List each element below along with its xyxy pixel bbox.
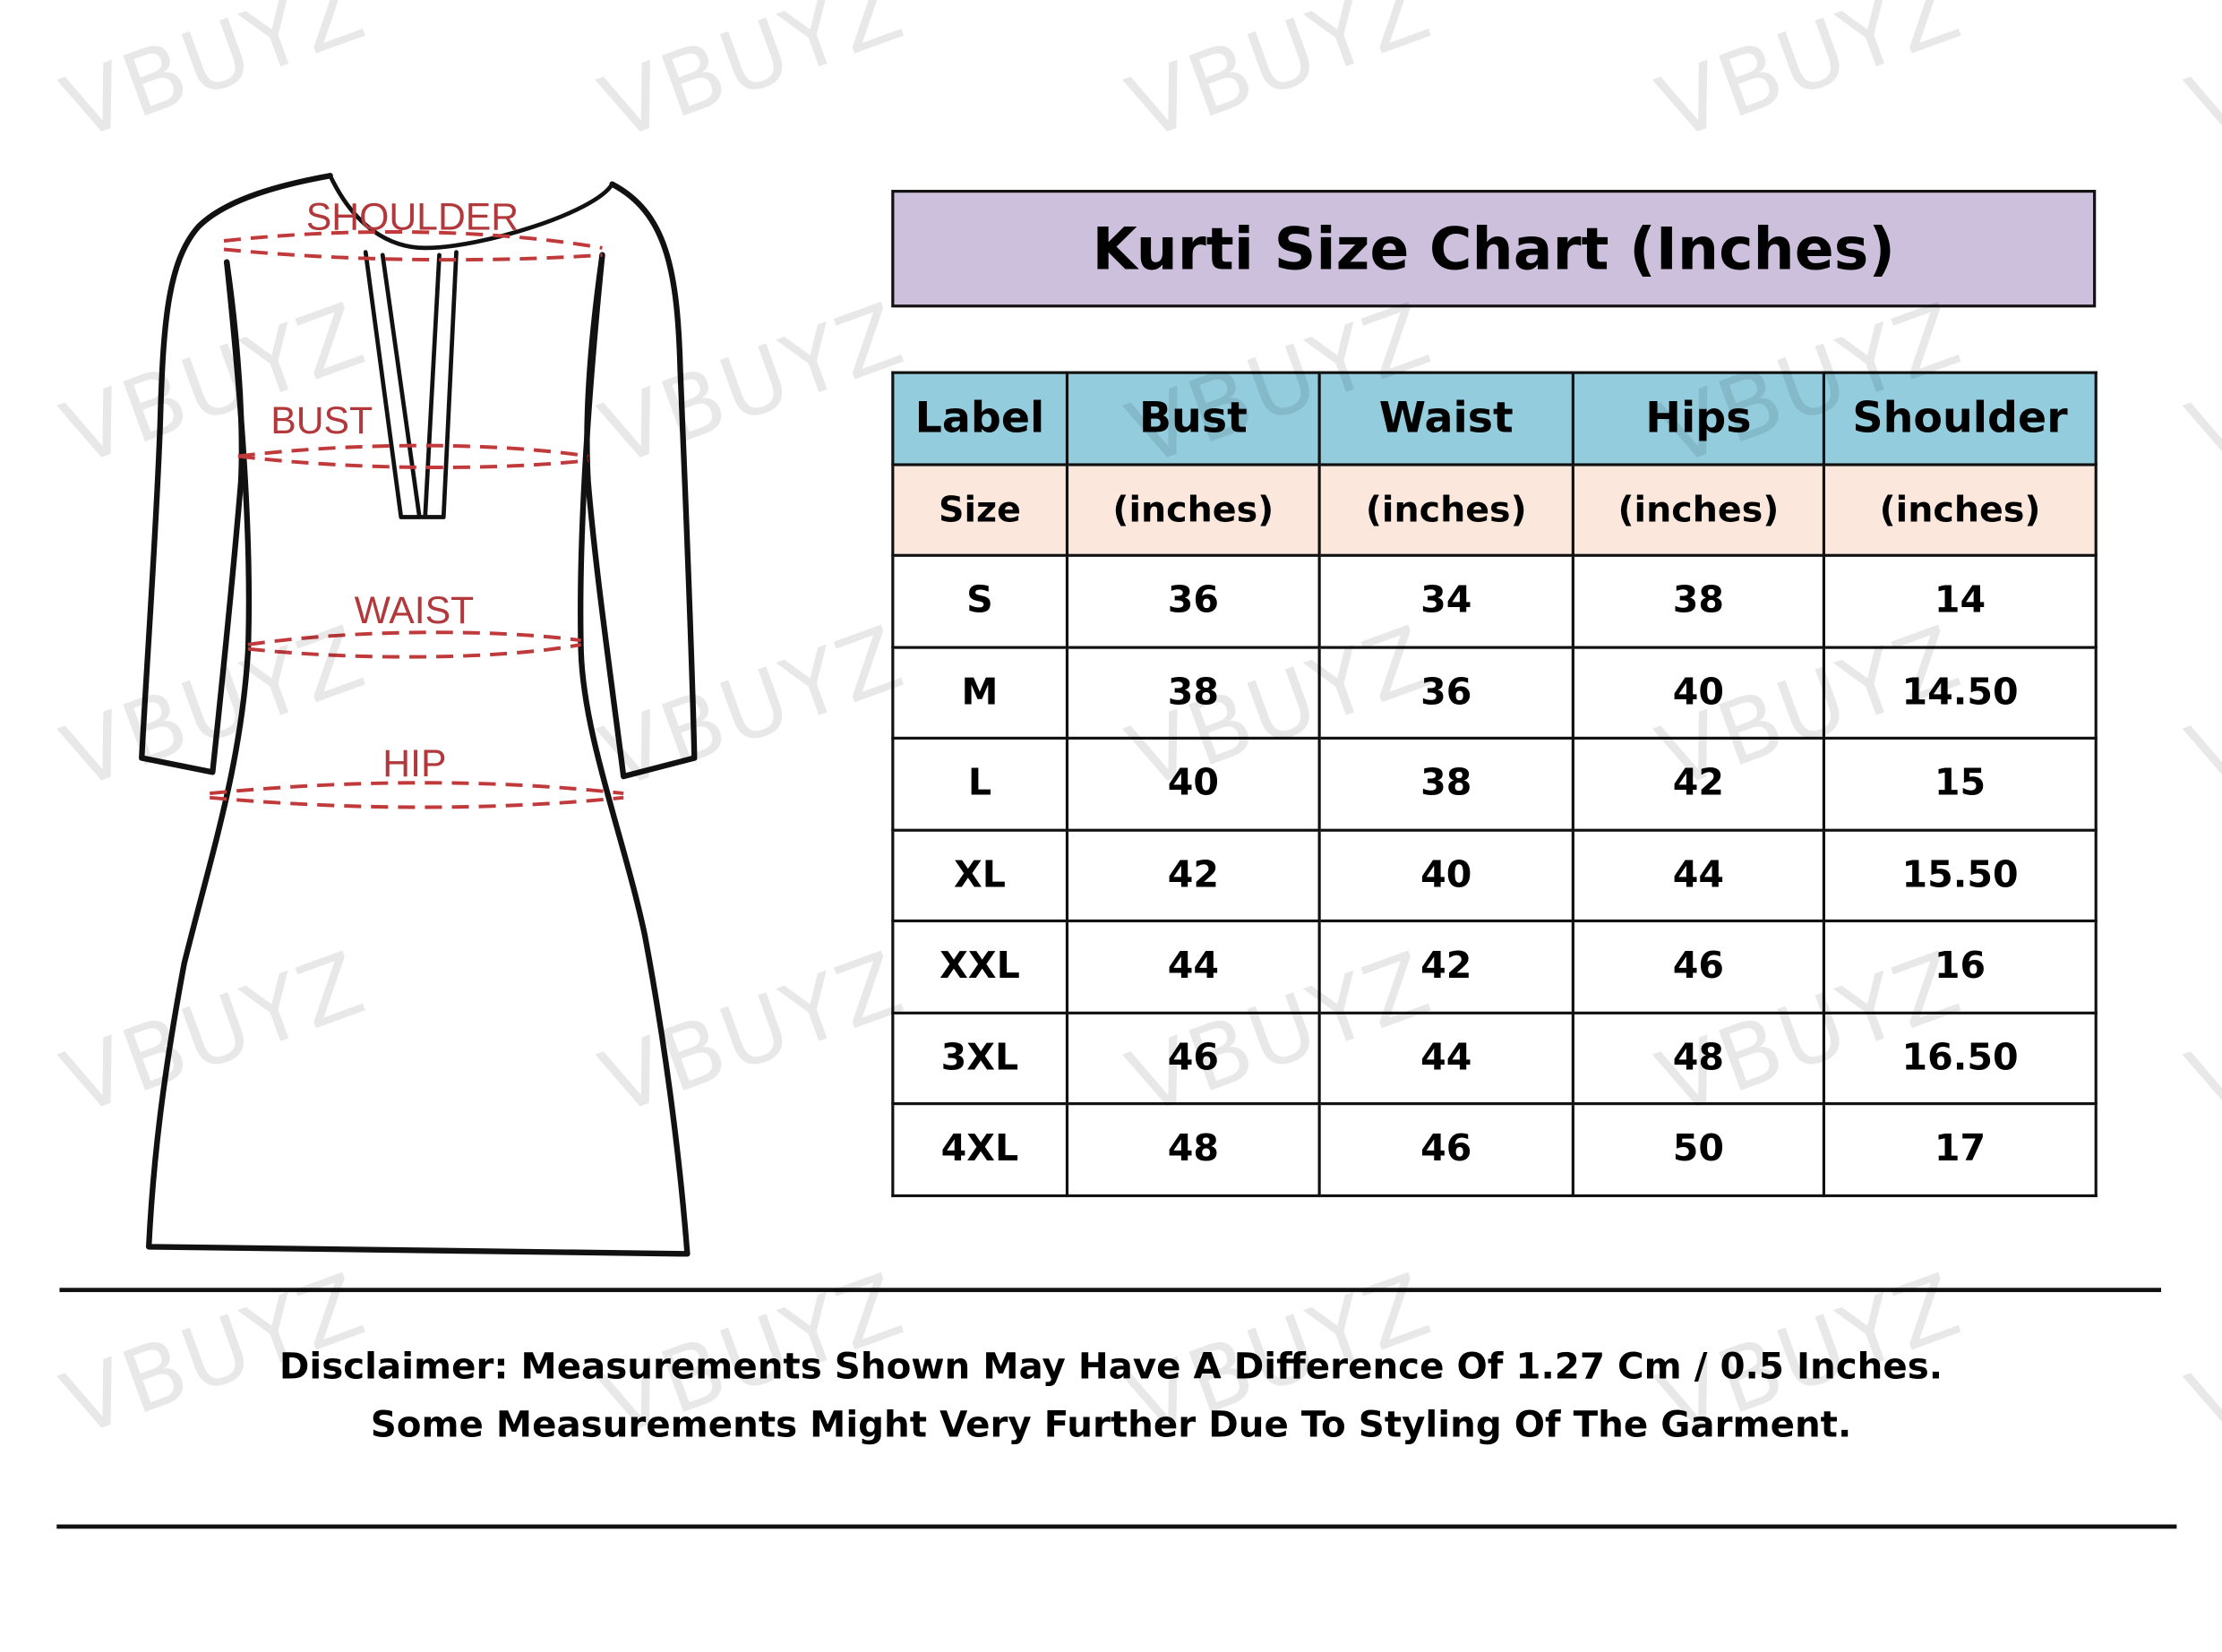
watermark: VBUYZ: [1115, 0, 1445, 160]
cell-waist: 34: [1317, 553, 1574, 648]
cell-hips: 50: [1571, 1102, 1826, 1197]
cell-bust: 44: [1065, 919, 1322, 1014]
bust-label: BUST: [270, 399, 373, 442]
cell-bust: 40: [1065, 736, 1322, 832]
cell-waist: 40: [1317, 827, 1574, 923]
subheader-unit: (inches): [1317, 462, 1574, 557]
waist-label: WAIST: [355, 589, 475, 632]
table-row: XL 42 40 44 15.50: [891, 827, 2098, 923]
cell-hips: 44: [1571, 827, 1826, 923]
header-hips: Hips: [1571, 371, 1826, 466]
disclaimer-line-2: Some Measurements Might Very Further Due…: [370, 1404, 1852, 1447]
watermark: VBUYZ: [1645, 0, 1975, 160]
cell-size: M: [891, 645, 1068, 740]
subheader-unit: (inches): [1065, 462, 1322, 557]
disclaimer-line-1: Disclaimer: Measurements Shown May Have …: [279, 1346, 1943, 1389]
header-waist: Waist: [1317, 371, 1574, 466]
cell-waist: 42: [1317, 919, 1574, 1014]
shoulder-label: SHOULDER: [306, 195, 519, 238]
cell-waist: 36: [1317, 645, 1574, 740]
cell-hips: 40: [1571, 645, 1826, 740]
hip-label: HIP: [382, 742, 446, 785]
hip-measure-line: [209, 781, 624, 809]
cell-waist: 38: [1317, 736, 1574, 832]
table-row: XXL 44 42 46 16: [891, 919, 2098, 1014]
cell-shoulder: 15.50: [1823, 827, 2098, 923]
subheader-size: Size: [891, 462, 1068, 557]
cell-hips: 42: [1571, 736, 1826, 832]
kurti-diagram: SHOULDER BUST WAIST HIP: [139, 173, 698, 1257]
cell-bust: 38: [1065, 645, 1322, 740]
watermark: VBUYZ: [2175, 0, 2222, 160]
cell-shoulder: 16: [1823, 919, 2098, 1014]
cell-bust: 42: [1065, 827, 1322, 923]
table-row: L 40 38 42 15: [891, 736, 2098, 832]
cell-bust: 46: [1065, 1010, 1322, 1106]
subheader-row: Size (inches) (inches) (inches) (inches): [891, 462, 2098, 557]
table-row: M 38 36 40 14.50: [891, 645, 2098, 740]
cell-size: XL: [891, 827, 1068, 923]
watermark: VBUYZ: [2175, 930, 2222, 1135]
divider-bottom: [56, 1524, 2177, 1529]
subheader-unit: (inches): [1571, 462, 1826, 557]
divider-top: [59, 1288, 2162, 1293]
cell-shoulder: 14.50: [1823, 645, 2098, 740]
cell-size: L: [891, 736, 1068, 832]
cell-waist: 46: [1317, 1102, 1574, 1197]
subheader-unit: (inches): [1823, 462, 2098, 557]
shoulder-measure-line: [223, 230, 603, 262]
cell-hips: 48: [1571, 1010, 1826, 1106]
table-row: 3XL 46 44 48 16.50: [891, 1010, 2098, 1106]
waist-measure-line: [247, 630, 582, 659]
cell-size: S: [891, 553, 1068, 648]
cell-hips: 46: [1571, 919, 1826, 1014]
header-shoulder: Shoulder: [1823, 371, 2098, 466]
kurti-outline: [139, 173, 333, 775]
chart-title: Kurti Size Chart (Inches): [891, 190, 2097, 308]
cell-size: 4XL: [891, 1102, 1068, 1197]
table-row: 4XL 48 46 50 17: [891, 1102, 2098, 1197]
cell-hips: 38: [1571, 553, 1826, 648]
kurti-placket: [363, 250, 459, 519]
cell-shoulder: 17: [1823, 1102, 2098, 1197]
cell-bust: 48: [1065, 1102, 1322, 1197]
header-bust: Bust: [1065, 371, 1322, 466]
cell-size: 3XL: [891, 1010, 1068, 1106]
cell-shoulder: 15: [1823, 736, 2098, 832]
watermark: VBUYZ: [2175, 281, 2222, 486]
watermark: VBUYZ: [2175, 604, 2222, 809]
size-table: Label Bust Waist Hips Shoulder Size (inc…: [891, 371, 2098, 1197]
kurti-neckline: [328, 173, 614, 251]
bust-measure-line: [237, 443, 588, 470]
cell-bust: 36: [1065, 553, 1322, 648]
cell-shoulder: 14: [1823, 553, 2098, 648]
header-row: Label Bust Waist Hips Shoulder: [891, 371, 2098, 466]
header-label: Label: [891, 371, 1068, 466]
table-row: S 36 34 38 14: [891, 553, 2098, 648]
cell-shoulder: 16.50: [1823, 1010, 2098, 1106]
cell-waist: 44: [1317, 1010, 1574, 1106]
cell-size: XXL: [891, 919, 1068, 1014]
